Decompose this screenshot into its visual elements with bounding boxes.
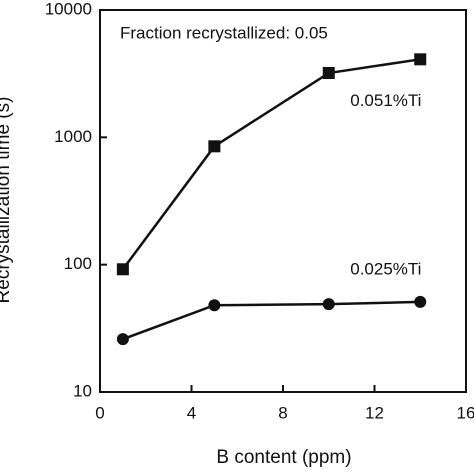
plot-frame — [99, 9, 467, 393]
marker — [208, 140, 221, 153]
x-axis-title: B content (ppm) — [216, 447, 351, 468]
marker — [116, 263, 129, 276]
marker — [322, 298, 335, 311]
marker — [414, 295, 427, 308]
y-axis-title: Recrystallization time (s) — [0, 97, 14, 304]
x-tick-label: 12 — [365, 403, 384, 422]
series-line — [122, 300, 421, 341]
marker — [414, 53, 427, 66]
marker — [116, 333, 129, 346]
y-tick-label: 1000 — [54, 127, 92, 146]
y-tick-label: 10 — [73, 381, 92, 400]
marker — [208, 299, 221, 312]
x-tick-label: 8 — [278, 403, 287, 422]
series-line — [121, 58, 421, 271]
y-tick-label: 100 — [64, 254, 92, 273]
annotation: Fraction recrystallized: 0.05 — [120, 23, 328, 42]
series-label: 0.051%Ti — [350, 91, 421, 110]
x-tick-label: 16 — [457, 403, 474, 422]
series-label: 0.025%Ti — [350, 259, 421, 278]
y-tick-label: 10000 — [45, 0, 92, 18]
x-tick-label: 4 — [187, 403, 196, 422]
marker — [322, 67, 335, 80]
x-tick-label: 0 — [95, 403, 104, 422]
